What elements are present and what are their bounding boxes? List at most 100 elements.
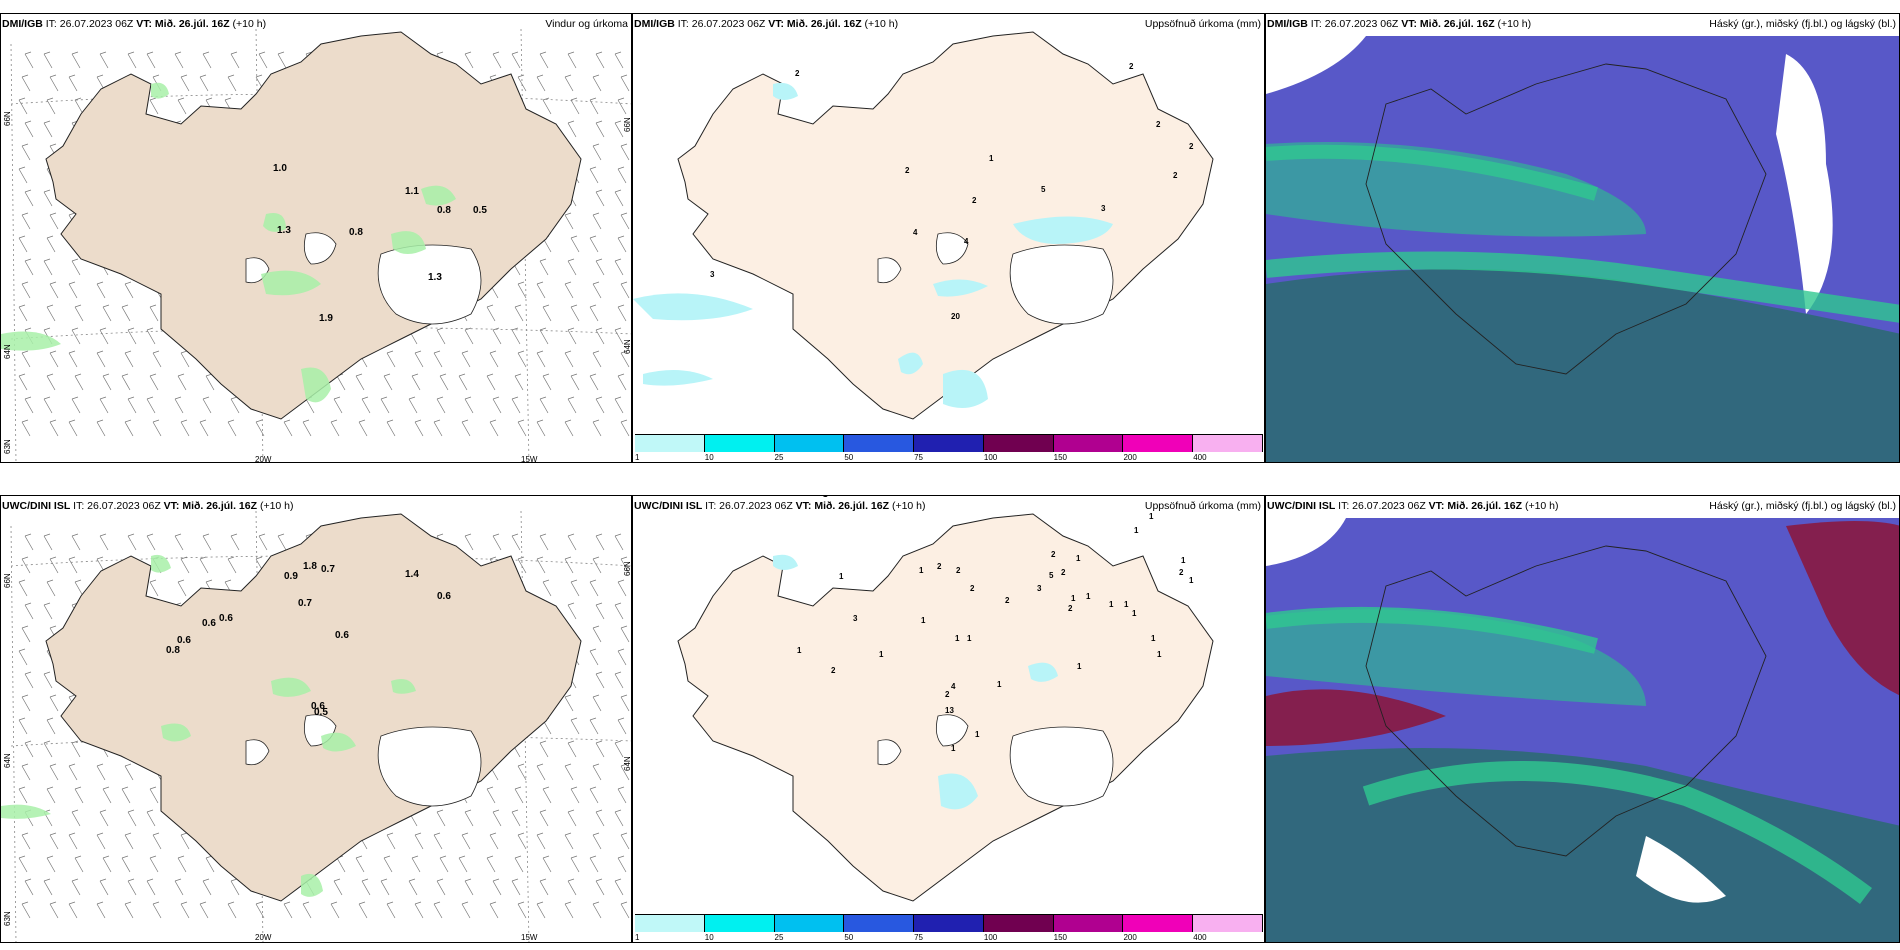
map-value-label: 3 (853, 614, 858, 623)
wind-panel-top[interactable]: DMI/IGB IT: 26.07.2023 06Z VT: Mið. 26.j… (0, 13, 632, 463)
lat-label: 64N (3, 753, 12, 768)
wind-barb (255, 419, 265, 437)
wind-barb (102, 855, 112, 873)
colorbar-swatch (983, 435, 1054, 452)
map-value-label: 2 (795, 69, 800, 78)
wind-barb (127, 51, 137, 69)
wind-barb (617, 373, 627, 391)
map-value-label: 2 (905, 166, 910, 175)
wind-barb (592, 901, 602, 919)
wind-barb (536, 901, 546, 919)
wind-barb (24, 878, 34, 896)
wind-barb (152, 419, 162, 437)
wind-barb (99, 51, 109, 69)
wind-barb (436, 327, 446, 345)
map-value-label: 20 (951, 312, 960, 321)
wind-barb (614, 533, 624, 551)
colorbar-swatch (774, 435, 845, 452)
wind-barb (539, 809, 549, 827)
wind-barb (149, 97, 159, 115)
wind-barb (539, 396, 549, 414)
wind-barb (146, 533, 156, 551)
wind-barb (458, 855, 468, 873)
wind-barb (49, 901, 59, 919)
wind-barb (433, 901, 443, 919)
wind-barb (96, 419, 106, 437)
map-value-label: 1 (1124, 600, 1129, 609)
wind-barb (567, 878, 577, 896)
wind-barb (174, 878, 184, 896)
wind-barb (127, 396, 137, 414)
wind-barb (24, 258, 34, 276)
map-value-label: 2 (1156, 120, 1161, 129)
precip-panel-top[interactable]: DMI/IGB IT: 26.07.2023 06Z VT: Mið. 26.j… (632, 13, 1265, 463)
wind-barb (517, 419, 527, 437)
panel-subtitle: Háský (gr.), miðský (fj.bl.) og lágský (… (1709, 500, 1896, 512)
wind-barb (570, 786, 580, 804)
wind-barb (152, 901, 162, 919)
wind-barb (199, 556, 209, 574)
map-value-label: 2 (972, 196, 977, 205)
map-value-label: 2 (956, 566, 961, 575)
wind-barb (492, 809, 502, 827)
precip-patches (1, 82, 456, 403)
colorbar-swatch (1053, 435, 1124, 452)
wind-barb (486, 786, 496, 804)
wind-barb (68, 763, 78, 781)
precip-patches (1, 554, 416, 897)
wind-barb (620, 350, 630, 368)
wind-barb (414, 901, 424, 919)
wind-barb (595, 51, 605, 69)
colorbar-swatch (914, 435, 984, 452)
wind-barb (511, 51, 521, 69)
wind-barb (302, 901, 312, 919)
wind-panel-bottom[interactable]: UWC/DINI ISL IT: 26.07.2023 06Z VT: Mið.… (0, 495, 632, 943)
wind-barb (592, 419, 602, 437)
colorbar-swatch (635, 915, 705, 932)
wind-barb (461, 350, 471, 368)
wind-barb (458, 373, 468, 391)
wind-barb (383, 855, 393, 873)
wind-barb (180, 74, 190, 92)
map-value-label: 2 (1005, 596, 1010, 605)
panel-title: UWC/DINI ISL IT: 26.07.2023 06Z VT: Mið.… (1267, 500, 1559, 512)
wind-barb (99, 533, 109, 551)
wind-barb (355, 373, 365, 391)
cloud-panel-bottom[interactable]: UWC/DINI ISL IT: 26.07.2023 06Z VT: Mið.… (1265, 495, 1900, 943)
wind-barb (383, 373, 393, 391)
wind-barb (567, 396, 577, 414)
wind-barb (567, 327, 577, 345)
wind-barb (102, 373, 112, 391)
wind-barb (49, 763, 59, 781)
wind-barb (71, 533, 81, 551)
wind-barb (43, 396, 53, 414)
panel-subtitle: Uppsöfnuð úrkoma (mm) (1144, 18, 1261, 30)
colorbar-tick-label: 200 (1123, 933, 1137, 942)
wind-map: 1.8 0.70.9 1.40.70.60.60.60.60.60.80.60.5 (1, 510, 631, 942)
wind-barb (174, 533, 184, 551)
wind-barb (174, 51, 184, 69)
precip-panel-bottom[interactable]: UWC/DINI ISL IT: 26.07.2023 06Z VT: Mið.… (632, 495, 1265, 943)
iceland-land (677, 31, 1214, 420)
wind-barb (595, 533, 605, 551)
wind-barb (511, 327, 521, 345)
wind-barb (564, 694, 574, 712)
wind-barb (71, 327, 81, 345)
wind-barb (96, 350, 106, 368)
wind-barb (358, 901, 368, 919)
wind-barb (536, 419, 546, 437)
wind-barb (21, 419, 31, 437)
wind-barb (71, 258, 81, 276)
wind-barb (358, 419, 368, 437)
wind-barb (620, 212, 630, 230)
wind-barb (614, 258, 624, 276)
wind-barb (124, 419, 134, 437)
map-value-label: 1 (1151, 634, 1156, 643)
lon-label: 15W (521, 933, 538, 942)
wind-barb (180, 350, 190, 368)
colorbar-tick-label: 10 (704, 933, 714, 942)
wind-barb (174, 396, 184, 414)
map-value-label: 0.8 (349, 227, 363, 238)
cloud-panel-top[interactable]: DMI/IGB IT: 26.07.2023 06Z VT: Mið. 26.j… (1265, 13, 1900, 463)
wind-barb (542, 579, 552, 597)
